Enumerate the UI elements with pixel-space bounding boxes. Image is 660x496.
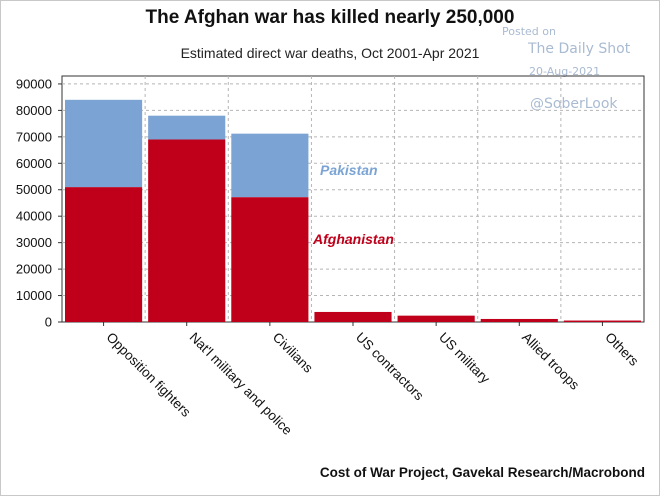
series-label-pakistan: Pakistan (320, 162, 378, 178)
bar-afghanistan (65, 187, 143, 322)
bar-afghanistan (314, 311, 392, 322)
watermark-posted: Posted on (502, 25, 556, 38)
y-tick-label: 30000 (16, 235, 52, 250)
watermark-date: 20-Aug-2021 (529, 65, 601, 78)
x-tick-label: Others (602, 330, 641, 369)
x-tick-label: US military (436, 330, 493, 387)
x-tick-label: Civilians (270, 330, 316, 376)
bar-afghanistan (148, 139, 226, 322)
y-tick-label: 90000 (16, 76, 52, 91)
x-tick-label: US contractors (353, 330, 427, 404)
y-tick-label: 10000 (16, 288, 52, 303)
chart-title: The Afghan war has killed nearly 250,000 (145, 7, 515, 28)
y-tick-label: 50000 (16, 182, 52, 197)
y-tick-label: 60000 (16, 156, 52, 171)
y-tick-label: 20000 (16, 262, 52, 277)
chart-source: Cost of War Project, Gavekal Research/Ma… (319, 465, 645, 480)
bar-afghanistan (231, 197, 309, 322)
bar-afghanistan (397, 315, 475, 322)
y-tick-label: 80000 (16, 103, 52, 118)
bar-pakistan (231, 133, 309, 198)
bar-pakistan (148, 115, 226, 140)
watermark-name: The Daily Shot (528, 41, 631, 57)
y-tick-label: 70000 (16, 129, 52, 144)
y-tick-label: 40000 (16, 209, 52, 224)
bar-pakistan (65, 99, 143, 188)
watermark-handle: @SoberLook (530, 96, 618, 112)
bar-afghanistan (563, 320, 641, 322)
chart-subtitle: Estimated direct war deaths, Oct 2001-Ap… (180, 45, 480, 61)
y-tick-label: 0 (45, 315, 52, 330)
x-tick-label: Allied troops (519, 330, 582, 393)
x-tick-label: Opposition fighters (103, 330, 193, 420)
series-label-afghanistan: Afghanistan (312, 231, 394, 247)
bar-afghanistan (480, 318, 558, 322)
